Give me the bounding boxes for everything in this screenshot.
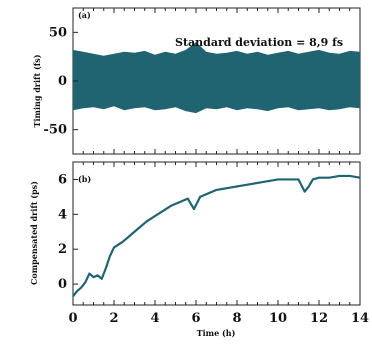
panel-b-ytick-label: 0 [58,277,67,292]
panel-b-plot [72,174,361,297]
timing-drift-band [73,42,360,114]
panel-b-xtick-label: 4 [150,311,159,326]
panel-b-xlabel: Time (h) [197,328,236,338]
panel-b-xtick-label: 14 [351,311,369,326]
panel-a-annotation: Standard deviation = 8,9 fs [175,36,343,49]
panel-b-ytick-label: 4 [58,207,67,222]
panel-b-ytick-label: 2 [58,242,67,257]
panel-b-frame [72,161,361,306]
panel-b-xtick-label: 10 [269,311,287,326]
compensated-drift-line [72,174,361,297]
panel-a-ylabel: Timing drift (fs) [32,54,42,127]
panel-b-ticks: 6 4 2 0 0 2 4 6 8 10 12 14 [58,162,369,326]
panel-a-letter: (a) [78,10,91,20]
panel-b-xtick-label: 6 [191,311,200,326]
panel-a-ytick-label: -50 [44,123,68,138]
panel-b-xtick-label: 2 [109,311,118,326]
panel-b-xtick-label: 0 [68,311,77,326]
panel-a-ticks: 50 0 -50 [44,8,361,154]
panel-b-xtick-label: 12 [310,311,328,326]
panel-a-ytick-label: 0 [58,74,67,89]
panel-b-ytick-label: 6 [58,172,67,187]
panel-b-ylabel: Compensated drift (ps) [29,181,39,285]
panel-b-letter: (b) [78,174,91,184]
panel-a-ytick-label: 50 [49,25,67,40]
panel-b-xtick-label: 8 [232,311,241,326]
panel-a-plot [73,42,360,114]
